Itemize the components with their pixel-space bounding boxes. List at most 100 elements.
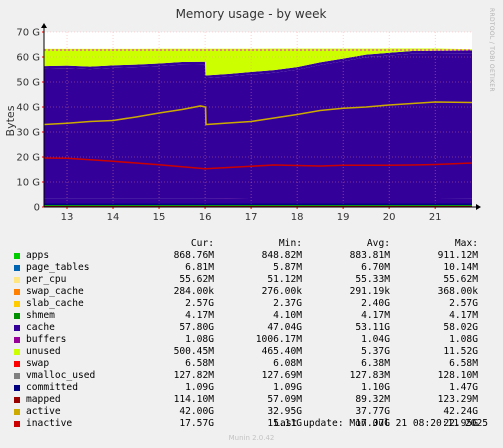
x-tick-label: 15 xyxy=(153,212,166,223)
legend-swatch xyxy=(14,349,20,355)
legend-swatch xyxy=(14,265,20,271)
legend-max-value: 1.08G xyxy=(449,334,478,345)
y-tick-label: 50 G xyxy=(16,78,40,89)
legend-row-swap: swap 6.58M 6.08M 6.38M 6.58M xyxy=(14,358,492,370)
area-unused xyxy=(44,48,472,76)
area-slab-cache xyxy=(44,198,472,205)
legend-min-value: 51.12M xyxy=(267,274,302,285)
legend-avg-value: 127.83M xyxy=(349,370,390,381)
last-update: Last update: Mon Jul 21 08:20:11 2025 xyxy=(274,418,488,429)
legend-series-name: cache xyxy=(26,322,55,333)
legend-cur-value: 500.45M xyxy=(173,346,214,357)
y-tick-label: 10 G xyxy=(16,178,40,189)
legend-min-value: 15.11G xyxy=(267,418,302,429)
legend-min-value: 276.00k xyxy=(261,286,302,297)
legend-series-name: active xyxy=(26,406,61,417)
legend-swatch xyxy=(14,361,20,367)
legend-row-swap-cache: swap_cache 284.00k 276.00k 291.19k 368.00k xyxy=(14,286,492,298)
legend-min-value: 1006.17M xyxy=(255,334,302,345)
legend-min-value: 2.37G xyxy=(273,298,302,309)
x-tick-label: 21 xyxy=(429,212,442,223)
legend-swatch xyxy=(14,385,20,391)
legend-series-name: inactive xyxy=(26,418,73,429)
x-tick-label: 20 xyxy=(383,212,396,223)
legend-row-cache: cache 57.80G 47.04G 53.11G 58.02G xyxy=(14,322,492,334)
legend-swatch xyxy=(14,337,20,343)
legend-cur-value: 1.08G xyxy=(185,334,214,345)
legend-cur-value: 42.00G xyxy=(179,406,214,417)
y-tick-label: 20 G xyxy=(16,153,40,164)
legend-min-value: 127.69M xyxy=(261,370,302,381)
legend-row-unused: unused 500.45M 465.40M 5.37G 11.52G xyxy=(14,346,492,358)
legend-series-name: vmalloc_used xyxy=(26,370,96,381)
legend-min-value: 5.87M xyxy=(273,262,302,273)
legend-series-name: swap xyxy=(26,358,50,369)
legend-row-vmalloc-used: vmalloc_used 127.82M 127.69M 127.83M 128.10M xyxy=(14,370,492,382)
rrdtool-credit: RRDTOOL / TOBI OETIKER xyxy=(488,8,495,92)
legend-max-value: 368.00k xyxy=(437,286,478,297)
legend-header: Cur: Min: Avg: Max: xyxy=(14,238,492,250)
legend-avg-value: 53.11G xyxy=(355,322,390,333)
x-tick-label: 19 xyxy=(337,212,350,223)
legend-avg-value: 89.32M xyxy=(355,394,390,405)
legend-series-name: buffers xyxy=(26,334,67,345)
plot-area: 13 14 15 16 17 18 19 20 21 0 10 G 20 G 30 G 40 G 50 G 6… xyxy=(16,23,481,223)
legend-swatch xyxy=(14,253,20,259)
legend-header-cur: Cur: xyxy=(190,238,214,249)
legend-cur-value: 6.81M xyxy=(185,262,214,273)
legend-series-name: swap_cache xyxy=(26,286,84,297)
x-tick-label: 13 xyxy=(61,212,74,223)
area-cache xyxy=(44,53,472,199)
y-tick-label: 70 G xyxy=(16,28,40,39)
legend-cur-value: 1.09G xyxy=(185,382,214,393)
legend-avg-value: 1.04G xyxy=(361,334,390,345)
legend-max-value: 58.02G xyxy=(443,322,478,333)
legend-series-name: unused xyxy=(26,346,61,357)
legend-min-value: 32.95G xyxy=(267,406,302,417)
legend-max-value: 123.29M xyxy=(437,394,478,405)
y-tick-label: 30 G xyxy=(16,128,40,139)
y-axis-arrow xyxy=(41,23,47,28)
chart-title: Memory usage - by week xyxy=(176,7,327,21)
legend-avg-value: 4.17M xyxy=(361,310,390,321)
legend-row-shmem: shmem 4.17M 4.10M 4.17M 4.17M xyxy=(14,310,492,322)
legend-avg-value: 883.81M xyxy=(349,250,390,261)
legend-max-value: 42.24G xyxy=(443,406,478,417)
legend-row-inactive: inactive 17.57G 15.11G 17.07G 22.95G xyxy=(14,418,492,430)
y-tick-label: 0 xyxy=(34,203,40,214)
legend-swatch xyxy=(14,409,20,415)
legend-series-name: slab_cache xyxy=(26,298,84,309)
legend-swatch xyxy=(14,421,20,427)
legend-row-apps: apps 868.76M 848.82M 883.81M 911.12M xyxy=(14,250,492,262)
legend-cur-value: 2.57G xyxy=(185,298,214,309)
legend-avg-value: 5.37G xyxy=(361,346,390,357)
legend-avg-value: 37.77G xyxy=(355,406,390,417)
legend-series-name: committed xyxy=(26,382,78,393)
y-tick-label: 40 G xyxy=(16,103,40,114)
line-active xyxy=(43,101,473,126)
legend-min-value: 47.04G xyxy=(267,322,302,333)
legend-min-value: 6.08M xyxy=(273,358,302,369)
legend-cur-value: 127.82M xyxy=(173,370,214,381)
legend-max-value: 1.47G xyxy=(449,382,478,393)
legend-avg-value: 291.19k xyxy=(349,286,390,297)
legend-cur-value: 284.00k xyxy=(173,286,214,297)
area-buffers xyxy=(44,50,472,79)
legend-max-value: 11.52G xyxy=(443,346,478,357)
legend-min-value: 57.09M xyxy=(267,394,302,405)
legend-avg-value: 1.10G xyxy=(361,382,390,393)
legend-cur-value: 57.80G xyxy=(179,322,214,333)
legend-cur-value: 55.62M xyxy=(179,274,214,285)
legend-header-avg: Avg: xyxy=(366,238,390,249)
legend-cur-value: 114.10M xyxy=(173,394,214,405)
legend-row-buffers: buffers 1.08G 1006.17M 1.04G 1.08G xyxy=(14,334,492,346)
legend-series-name: page_tables xyxy=(26,262,90,273)
legend-avg-value: 6.38M xyxy=(361,358,390,369)
generator-credit: Munin 2.0.42 xyxy=(228,434,275,442)
legend-rows: apps 868.76M 848.82M 883.81M 911.12M page_tab… xyxy=(14,250,492,430)
legend-max-value: 911.12M xyxy=(437,250,478,261)
legend-max-value: 4.17M xyxy=(449,310,478,321)
legend-header-max: Max: xyxy=(454,238,478,249)
legend-row-page-tables: page_tables 6.81M 5.87M 6.70M 10.14M xyxy=(14,262,492,274)
legend-header-min: Min: xyxy=(278,238,302,249)
